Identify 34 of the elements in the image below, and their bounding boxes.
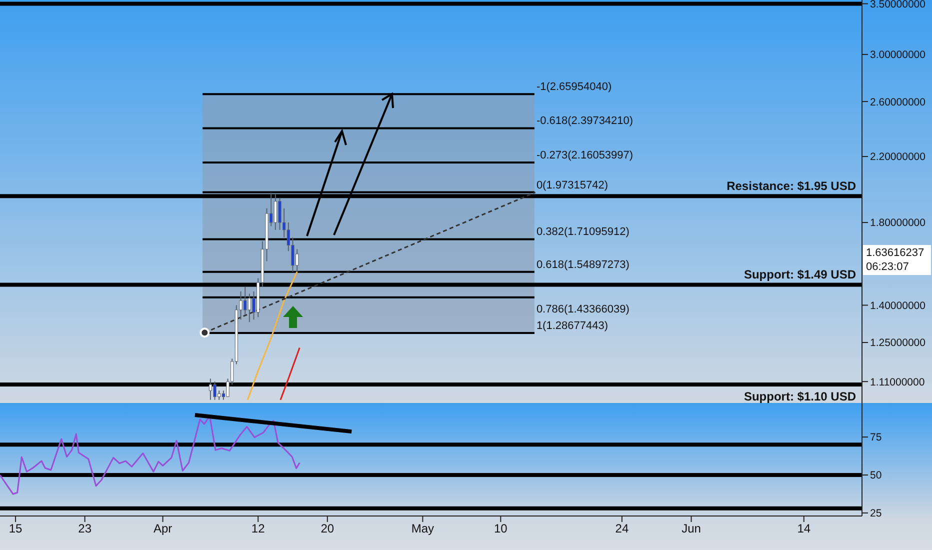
y-tick-label: 1.40000000 [870, 300, 926, 312]
ref-line-label: -0.618(2.39734210) [536, 115, 634, 128]
ref-line-label: 1(1.28677443) [536, 320, 608, 332]
x-tick-label: 14 [797, 522, 811, 536]
x-tick-label: May [411, 522, 434, 536]
ref-line-label: Support: $1.49 USD [744, 268, 856, 282]
y-tick-label: 2.20000000 [870, 151, 926, 164]
x-tick-label: 23 [78, 522, 92, 536]
y-tick-label: 2.60000000 [870, 96, 926, 108]
text: 1.63616237 [866, 246, 926, 260]
ref-line-label: Support: $1.10 USD [744, 390, 856, 404]
y-tick-label: 75 [870, 432, 882, 444]
ref-line-label: -1(2.65954040) [536, 81, 612, 94]
x-tick-label: 12 [251, 522, 266, 536]
y-tick-label: 25 [870, 508, 882, 520]
x-tick-label: Jun [682, 522, 701, 536]
y-tick-label: 1.25000000 [870, 337, 926, 350]
y-tick-label: 50 [870, 470, 882, 482]
x-tick-label: 15 [8, 522, 23, 536]
x-tick-label: 20 [320, 522, 334, 536]
text: 06:23:07 [866, 260, 910, 274]
y-tick-label: 1.80000000 [870, 217, 926, 230]
x-tick-label: 10 [494, 522, 508, 536]
ref-line-label: 0.382(1.71095912) [536, 226, 630, 238]
y-tick-label: 3.00000000 [870, 49, 926, 62]
ref-line-label: 0.786(1.43366039) [536, 303, 630, 316]
y-tick-label: 3.50000000 [870, 0, 926, 10]
ref-line-label: 0.618(1.54897273) [536, 258, 630, 271]
x-tick-label: Apr [153, 522, 172, 536]
ref-line-label: -0.273(2.16053997) [536, 149, 634, 162]
x-tick-label: 24 [615, 522, 629, 536]
y-tick-label: 1.11000000 [870, 376, 925, 388]
ref-line-label: Resistance: $1.95 USD [726, 179, 856, 194]
ref-line-label: 0(1.97315742) [536, 179, 608, 192]
